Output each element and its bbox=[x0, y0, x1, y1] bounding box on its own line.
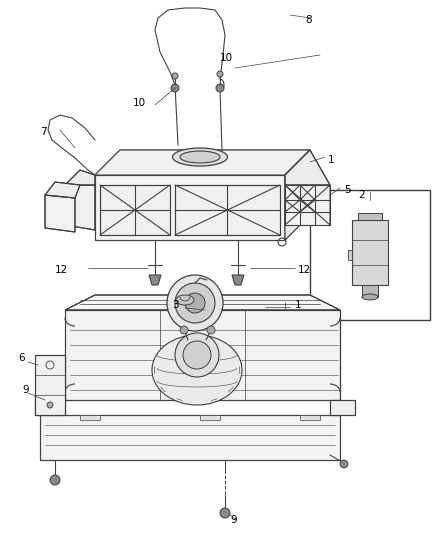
Ellipse shape bbox=[180, 151, 220, 163]
Polygon shape bbox=[348, 250, 352, 260]
Polygon shape bbox=[45, 182, 80, 198]
Polygon shape bbox=[65, 170, 95, 185]
Circle shape bbox=[167, 275, 223, 331]
Text: 10: 10 bbox=[220, 53, 233, 63]
Circle shape bbox=[217, 71, 223, 77]
Circle shape bbox=[220, 508, 230, 518]
Circle shape bbox=[207, 326, 215, 334]
Circle shape bbox=[175, 333, 219, 377]
Polygon shape bbox=[80, 415, 100, 420]
Polygon shape bbox=[200, 415, 220, 420]
Polygon shape bbox=[285, 150, 330, 185]
Polygon shape bbox=[35, 395, 65, 415]
Text: 5: 5 bbox=[344, 185, 351, 195]
Polygon shape bbox=[362, 285, 378, 297]
Ellipse shape bbox=[173, 148, 227, 166]
Text: 9: 9 bbox=[22, 385, 28, 395]
Text: 1: 1 bbox=[328, 155, 335, 165]
Circle shape bbox=[340, 460, 348, 468]
Polygon shape bbox=[232, 275, 244, 285]
Circle shape bbox=[47, 402, 53, 408]
Polygon shape bbox=[285, 150, 310, 240]
Text: 9: 9 bbox=[230, 515, 237, 525]
Text: 8: 8 bbox=[305, 15, 311, 25]
Circle shape bbox=[216, 84, 224, 92]
Text: 3: 3 bbox=[172, 300, 179, 310]
Polygon shape bbox=[352, 220, 388, 285]
Text: 12: 12 bbox=[298, 265, 311, 275]
Polygon shape bbox=[95, 150, 310, 175]
Circle shape bbox=[183, 341, 211, 369]
Polygon shape bbox=[45, 195, 75, 232]
Text: 10: 10 bbox=[133, 98, 146, 108]
Polygon shape bbox=[65, 185, 95, 230]
Circle shape bbox=[172, 73, 178, 79]
Bar bbox=[310, 190, 430, 320]
Polygon shape bbox=[175, 185, 280, 235]
Polygon shape bbox=[358, 213, 382, 220]
Circle shape bbox=[50, 475, 60, 485]
Polygon shape bbox=[65, 295, 340, 310]
Circle shape bbox=[171, 84, 179, 92]
Ellipse shape bbox=[176, 295, 194, 305]
Circle shape bbox=[175, 283, 215, 323]
Ellipse shape bbox=[362, 294, 378, 300]
Ellipse shape bbox=[152, 335, 242, 405]
Polygon shape bbox=[330, 400, 355, 415]
Text: 2: 2 bbox=[358, 190, 364, 200]
Text: 7: 7 bbox=[40, 127, 46, 137]
Text: 1: 1 bbox=[295, 300, 302, 310]
Circle shape bbox=[180, 326, 188, 334]
Polygon shape bbox=[35, 355, 65, 415]
Polygon shape bbox=[65, 310, 340, 400]
Text: 6: 6 bbox=[18, 353, 25, 363]
Circle shape bbox=[185, 293, 205, 313]
Text: 12: 12 bbox=[55, 265, 68, 275]
Polygon shape bbox=[40, 415, 340, 460]
Polygon shape bbox=[95, 175, 285, 240]
Polygon shape bbox=[100, 185, 170, 235]
Polygon shape bbox=[149, 275, 161, 285]
Polygon shape bbox=[285, 185, 330, 225]
Polygon shape bbox=[300, 415, 320, 420]
